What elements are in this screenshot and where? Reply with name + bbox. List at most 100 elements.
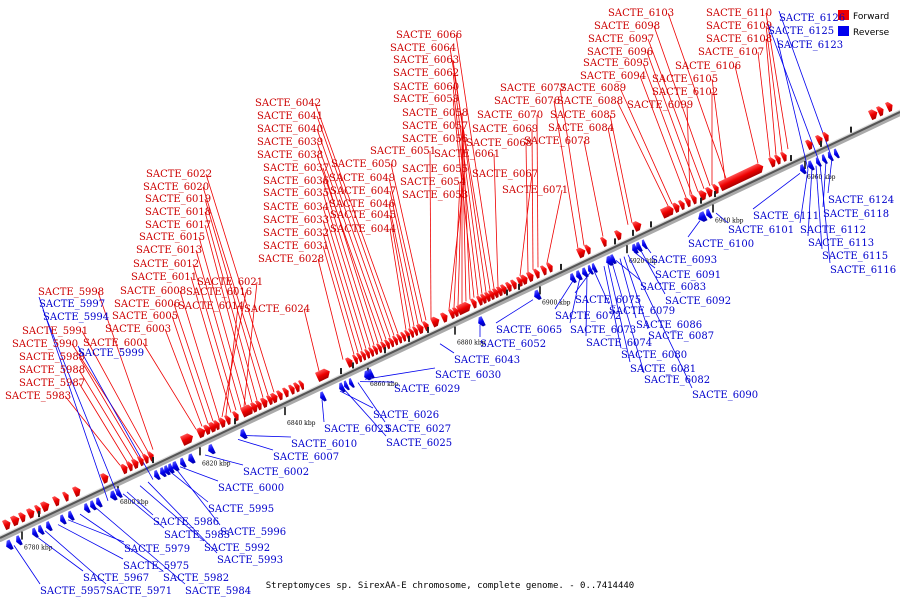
forward-gene[interactable]: [488, 289, 497, 301]
gene-label[interactable]: SACTE_6071: [502, 185, 568, 196]
forward-gene[interactable]: [388, 337, 396, 348]
reverse-gene[interactable]: [337, 382, 346, 393]
forward-gene[interactable]: [2, 518, 13, 531]
reverse-gene[interactable]: [590, 263, 598, 274]
gene-label[interactable]: SACTE_6061: [434, 149, 500, 160]
forward-gene[interactable]: [293, 381, 302, 393]
gene-label[interactable]: SACTE_5999: [78, 348, 144, 359]
forward-gene[interactable]: [712, 183, 721, 195]
gene-label[interactable]: SACTE_6000: [218, 483, 284, 494]
gene-label[interactable]: SACTE_6024: [244, 304, 310, 315]
reverse-gene[interactable]: [166, 463, 175, 474]
gene-label[interactable]: SACTE_6006: [114, 299, 180, 310]
reverse-gene[interactable]: [640, 239, 648, 250]
gene-label[interactable]: SACTE_6007: [273, 452, 339, 463]
forward-gene[interactable]: [780, 151, 789, 162]
reverse-gene[interactable]: [814, 156, 822, 168]
forward-gene[interactable]: [678, 199, 687, 211]
gene-label[interactable]: SACTE_6059: [393, 94, 459, 105]
reverse-gene[interactable]: [206, 443, 216, 456]
gene-label[interactable]: SACTE_6113: [808, 238, 874, 249]
reverse-gene[interactable]: [14, 535, 23, 546]
gene-label[interactable]: SACTE_6052: [480, 339, 546, 350]
forward-gene[interactable]: [533, 268, 542, 279]
forward-gene[interactable]: [392, 335, 400, 346]
forward-gene[interactable]: [484, 291, 493, 302]
gene-label[interactable]: SACTE_6058: [402, 108, 468, 119]
gene-label[interactable]: SACTE_6094: [580, 71, 646, 82]
gene-label[interactable]: SACTE_6078: [524, 136, 590, 147]
reverse-gene[interactable]: [832, 148, 840, 159]
forward-gene[interactable]: [400, 331, 408, 342]
gene-label[interactable]: SACTE_6018: [145, 207, 211, 218]
gene-label[interactable]: SACTE_5983: [5, 391, 71, 402]
reverse-gene[interactable]: [114, 487, 123, 499]
forward-gene[interactable]: [868, 108, 880, 121]
reverse-gene[interactable]: [820, 154, 828, 165]
gene-label[interactable]: SACTE_5986: [153, 517, 219, 528]
forward-gene[interactable]: [376, 342, 384, 354]
forward-gene[interactable]: [505, 281, 514, 293]
gene-label[interactable]: SACTE_6074: [586, 338, 652, 349]
gene-label[interactable]: SACTE_6123: [777, 40, 843, 51]
reverse-gene[interactable]: [696, 211, 708, 223]
reverse-gene[interactable]: [630, 243, 639, 255]
reverse-gene[interactable]: [704, 208, 713, 220]
gene-label[interactable]: SACTE_6035: [263, 188, 329, 199]
forward-gene[interactable]: [614, 229, 624, 241]
gene-label[interactable]: SACTE_6070: [477, 110, 543, 121]
gene-label[interactable]: SACTE_6060: [393, 82, 459, 93]
gene-label[interactable]: SACTE_6045: [330, 210, 396, 221]
forward-gene[interactable]: [456, 300, 473, 316]
forward-gene[interactable]: [266, 394, 275, 406]
gene-label[interactable]: SACTE_6055: [402, 164, 468, 175]
gene-label[interactable]: SACTE_6106: [675, 61, 741, 72]
gene-label[interactable]: SACTE_6051: [370, 146, 436, 157]
gene-label[interactable]: SACTE_6101: [728, 225, 794, 236]
gene-label[interactable]: SACTE_6126: [779, 13, 845, 24]
forward-gene[interactable]: [632, 219, 644, 232]
gene-label[interactable]: SACTE_6030: [435, 370, 501, 381]
gene-label[interactable]: SACTE_6027: [385, 424, 451, 435]
gene-label[interactable]: SACTE_5987: [19, 378, 85, 389]
forward-gene[interactable]: [246, 403, 255, 415]
gene-label[interactable]: SACTE_6008: [120, 286, 186, 297]
gene-label[interactable]: SACTE_6019: [145, 194, 211, 205]
forward-gene[interactable]: [600, 236, 609, 248]
gene-label[interactable]: SACTE_6097: [588, 34, 654, 45]
gene-label[interactable]: SACTE_5957: [40, 586, 106, 597]
gene-label[interactable]: SACTE_6087: [648, 331, 714, 342]
forward-gene[interactable]: [250, 401, 260, 413]
gene-label[interactable]: SACTE_6044: [330, 224, 396, 235]
reverse-gene[interactable]: [532, 289, 542, 302]
reverse-gene[interactable]: [826, 151, 834, 162]
forward-gene[interactable]: [203, 423, 213, 435]
gene-label[interactable]: SACTE_6125: [768, 26, 834, 37]
reverse-gene[interactable]: [586, 264, 594, 276]
forward-gene[interactable]: [666, 204, 676, 216]
forward-gene[interactable]: [510, 278, 519, 290]
gene-label[interactable]: SACTE_6012: [133, 259, 199, 270]
forward-gene[interactable]: [576, 246, 588, 259]
forward-gene[interactable]: [360, 350, 368, 361]
forward-gene[interactable]: [384, 339, 392, 350]
gene-label[interactable]: SACTE_6066: [396, 30, 462, 41]
reverse-gene[interactable]: [476, 316, 486, 328]
forward-gene[interactable]: [705, 186, 715, 198]
forward-gene[interactable]: [698, 189, 709, 201]
reverse-gene[interactable]: [82, 503, 91, 514]
gene-label[interactable]: SACTE_6001: [83, 338, 149, 349]
forward-gene[interactable]: [476, 295, 485, 306]
gene-label[interactable]: SACTE_6077: [500, 83, 566, 94]
reverse-gene[interactable]: [806, 160, 815, 171]
gene-label[interactable]: SACTE_6017: [145, 220, 211, 231]
forward-gene[interactable]: [345, 356, 355, 368]
gene-label[interactable]: SACTE_6108: [706, 34, 772, 45]
gene-label[interactable]: SACTE_5984: [185, 586, 251, 597]
forward-gene[interactable]: [396, 333, 404, 344]
gene-label[interactable]: SACTE_5988: [19, 365, 85, 376]
gene-label[interactable]: SACTE_6025: [386, 438, 452, 449]
forward-gene[interactable]: [422, 320, 431, 332]
gene-label[interactable]: SACTE_5992: [204, 543, 270, 554]
gene-label[interactable]: SACTE_6080: [621, 350, 687, 361]
